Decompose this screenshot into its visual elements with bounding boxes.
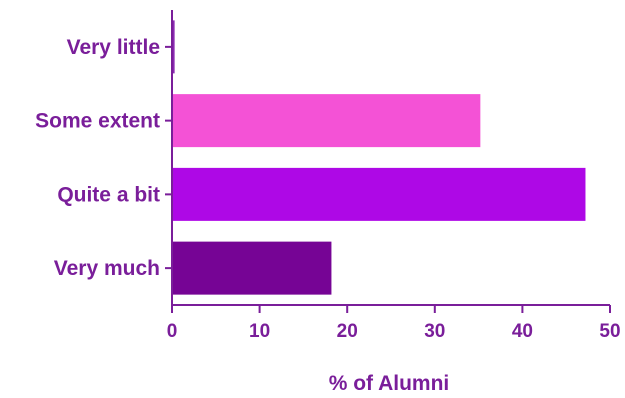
bars-group — [172, 20, 586, 295]
category-label: Very little — [67, 36, 160, 59]
bar-very-much — [172, 241, 332, 295]
x-tick-label: 20 — [337, 321, 358, 342]
x-tick-label: 40 — [512, 321, 533, 342]
x-tick-label: 30 — [424, 321, 445, 342]
x-tick-label: 50 — [599, 321, 620, 342]
tick-labels-group: 0 10 20 30 40 50 — [167, 321, 621, 342]
category-label: Some extent — [35, 110, 160, 133]
bar-some-extent — [172, 94, 481, 148]
bar-very-little — [172, 20, 175, 74]
category-labels-group: Very little Some extent Quite a bit Very mu… — [35, 36, 160, 280]
bar-quite-a-bit — [172, 167, 586, 221]
x-tick-label: 0 — [167, 321, 178, 342]
x-axis-title: % of Alumni — [329, 372, 450, 395]
y-ticks-group — [165, 45, 172, 270]
x-ticks-group — [171, 305, 611, 313]
category-label: Very much — [54, 257, 160, 280]
category-label: Quite a bit — [57, 183, 160, 206]
x-tick-label: 10 — [249, 321, 270, 342]
